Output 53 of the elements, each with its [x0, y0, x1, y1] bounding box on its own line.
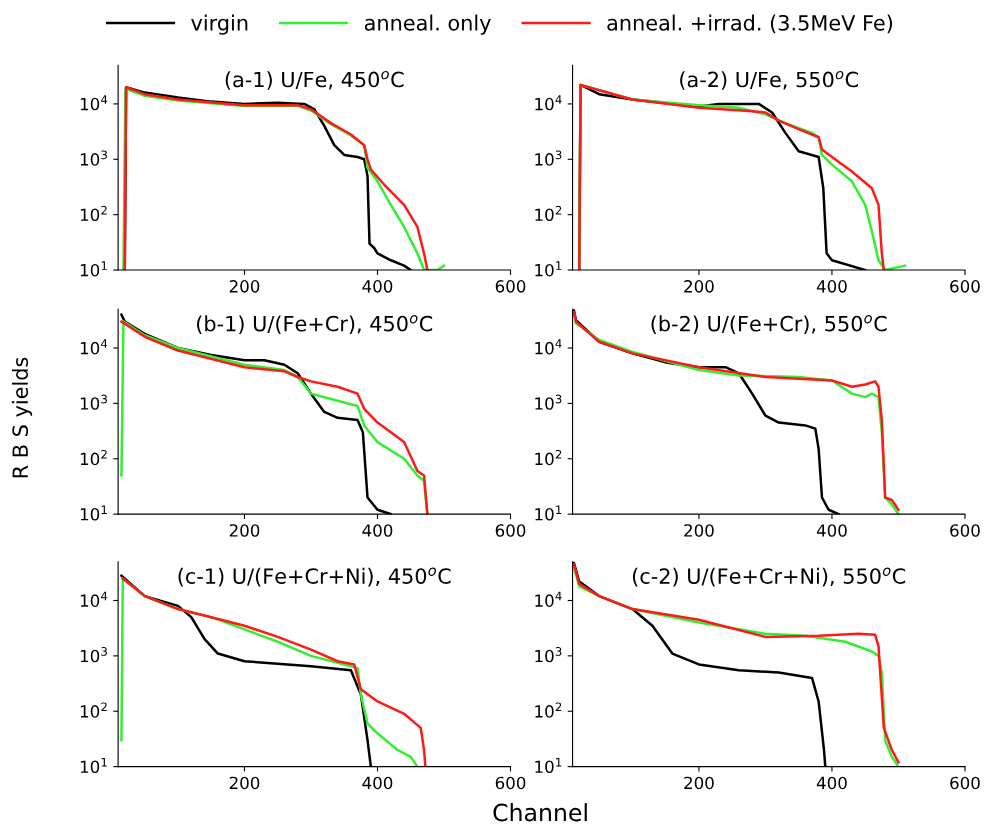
x-axis-title: Channel	[493, 803, 587, 822]
y-tick-label: 10$^{1}$	[80, 757, 107, 774]
y-tick-label: 10$^{2}$	[80, 702, 107, 718]
x-tick-label: 600	[495, 524, 526, 537]
chart-title: (a-2) U/Fe, 550$^{o}$C	[680, 70, 858, 90]
x-tick-label: 600	[950, 280, 980, 293]
y-tick-label: 10$^{3}$	[535, 394, 562, 410]
y-tick-label: 10$^{4}$	[535, 339, 562, 355]
y-tick-label: 10$^{4}$	[535, 591, 562, 607]
x-tick-label: 400	[816, 280, 847, 293]
chart-title: (b-2) U/(Fe+Cr), 550$^{o}$C	[651, 315, 887, 334]
y-tick-label: 10$^{1}$	[80, 261, 107, 277]
x-tick-label: 200	[229, 776, 260, 790]
legend-label: anneal. +irrad. (3.5MeV Fe)	[607, 14, 893, 34]
y-tick-label: 10$^{1}$	[535, 757, 562, 774]
x-tick-label: 400	[816, 524, 847, 537]
y-tick-label: 10$^{3}$	[80, 150, 107, 166]
y-tick-label: 10$^{3}$	[535, 150, 562, 166]
x-tick-label: 600	[950, 524, 980, 537]
y-tick-label: 10$^{3}$	[80, 647, 107, 663]
chart-title: (c-2) U/(Fe+Cr+Ni), 550$^{o}$C	[632, 567, 906, 587]
chart-title: (a-1) U/Fe, 450$^{o}$C	[225, 70, 404, 90]
legend-label: anneal. only	[364, 14, 491, 35]
x-tick-label: 600	[495, 280, 526, 293]
x-tick-label: 600	[950, 776, 980, 790]
x-tick-label: 600	[495, 776, 526, 790]
y-tick-label: 10$^{2}$	[80, 205, 107, 222]
chart-title: (c-1) U/(Fe+Cr+Ni), 450$^{o}$C	[178, 567, 451, 587]
y-tick-label: 10$^{4}$	[80, 95, 108, 111]
y-tick-label: 10$^{2}$	[80, 449, 107, 466]
y-tick-label: 10$^{1}$	[535, 505, 562, 521]
y-tick-label: 10$^{2}$	[535, 702, 562, 718]
y-axis-title: R B S yields	[11, 357, 33, 478]
x-tick-label: 200	[229, 280, 260, 293]
y-tick-label: 10$^{1}$	[535, 261, 562, 277]
y-tick-label: 10$^{1}$	[80, 505, 107, 521]
x-tick-label: 200	[684, 280, 714, 293]
y-tick-label: 10$^{3}$	[535, 647, 562, 663]
legend-label: virgin	[191, 14, 248, 35]
x-tick-label: 400	[816, 776, 847, 790]
x-tick-label: 200	[684, 776, 714, 790]
y-tick-label: 10$^{4}$	[535, 95, 562, 111]
chart-title: (b-1) U/(Fe+Cr), 450$^{o}$C	[197, 315, 433, 334]
y-tick-label: 10$^{4}$	[80, 591, 108, 607]
y-tick-label: 10$^{4}$	[80, 339, 108, 355]
y-tick-label: 10$^{2}$	[535, 449, 562, 466]
x-tick-label: 200	[229, 524, 260, 537]
x-tick-label: 400	[362, 524, 393, 537]
y-tick-label: 10$^{3}$	[80, 394, 107, 410]
y-tick-label: 10$^{2}$	[535, 205, 562, 222]
x-tick-label: 400	[362, 280, 393, 293]
x-tick-label: 400	[362, 776, 393, 790]
x-tick-label: 200	[684, 524, 714, 537]
